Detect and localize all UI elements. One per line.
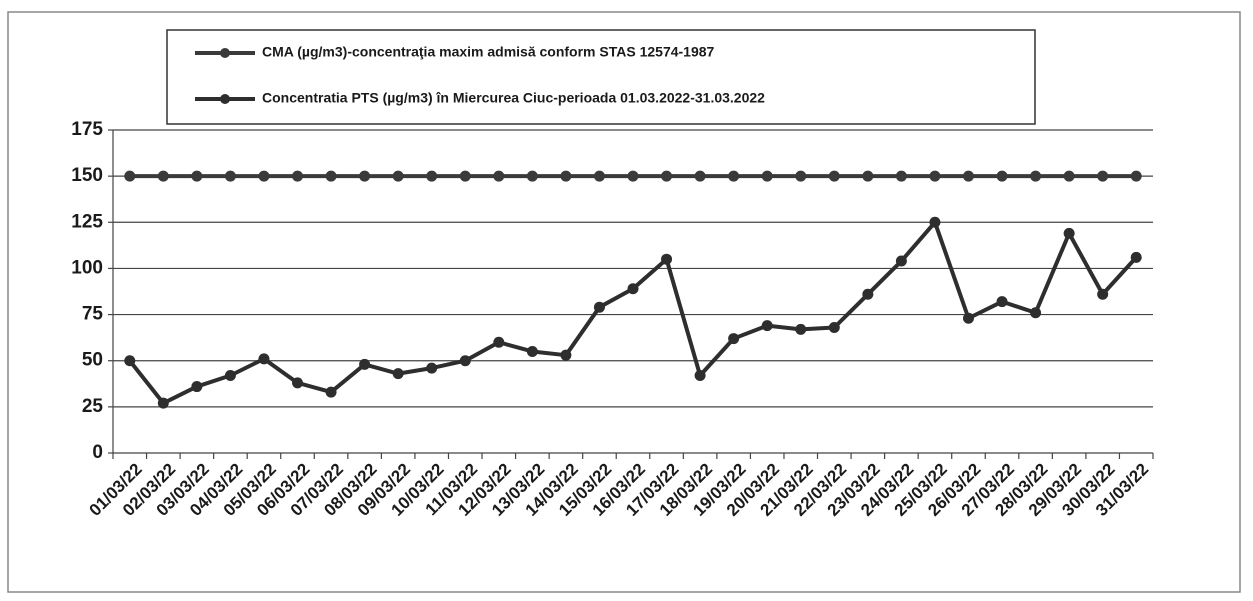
data-point [694,369,706,381]
data-point [493,336,505,348]
data-point [1030,170,1042,182]
data-point [728,333,740,345]
y-tick-label: 175 [71,119,103,140]
data-point [593,170,605,182]
data-point [929,170,941,182]
data-point [292,377,304,389]
data-point [526,170,538,182]
data-point [962,312,974,324]
y-tick-label: 75 [82,304,104,325]
data-point [493,170,505,182]
legend-label: CMA (µg/m3)-concentraţia maxim admisă co… [262,44,715,60]
data-point [694,170,706,182]
data-point [124,355,136,367]
data-point [1063,227,1075,239]
data-point [258,353,270,365]
data-point [862,288,874,300]
data-point [325,170,337,182]
data-point [1097,288,1109,300]
data-point [661,253,673,265]
data-point [895,170,907,182]
data-point [627,170,639,182]
data-point [593,301,605,313]
legend-box [166,29,1036,125]
data-point [795,170,807,182]
y-tick-label: 150 [71,165,103,186]
data-point [1030,307,1042,319]
data-point [761,320,773,332]
data-point [795,323,807,335]
data-point [996,170,1008,182]
data-point [426,362,438,374]
data-point [224,369,236,381]
data-point [124,170,136,182]
chart-border [7,11,1241,593]
legend-marker [220,48,230,58]
data-point [761,170,773,182]
y-tick-label: 50 [82,350,103,371]
legend-marker [220,94,230,104]
data-point [459,170,471,182]
data-point [292,170,304,182]
y-tick-label: 100 [71,257,103,278]
data-point [1130,251,1142,263]
data-point [962,170,974,182]
data-point [895,255,907,267]
data-point [325,386,337,398]
data-point [157,170,169,182]
data-point [627,283,639,295]
data-point [560,349,572,361]
data-point [191,381,203,393]
data-point [157,397,169,409]
data-point [392,170,404,182]
data-point [996,296,1008,308]
y-tick-label: 125 [71,211,103,232]
data-point [560,170,572,182]
data-point [828,321,840,333]
data-point [929,216,941,228]
data-point [392,368,404,380]
data-point [426,170,438,182]
data-point [1130,170,1142,182]
data-point [359,170,371,182]
series-line [128,220,1138,406]
data-point [828,170,840,182]
y-tick-label: 0 [92,442,103,463]
data-point [526,345,538,357]
legend-label: Concentratia PTS (µg/m3) în Miercurea Ci… [262,90,765,106]
data-point [459,355,471,367]
data-point [661,170,673,182]
data-point [191,170,203,182]
data-point [1097,170,1109,182]
data-point [1063,170,1075,182]
data-point [862,170,874,182]
y-tick-label: 25 [82,396,104,417]
data-point [224,170,236,182]
data-point [359,358,371,370]
data-point [728,170,740,182]
data-point [258,170,270,182]
